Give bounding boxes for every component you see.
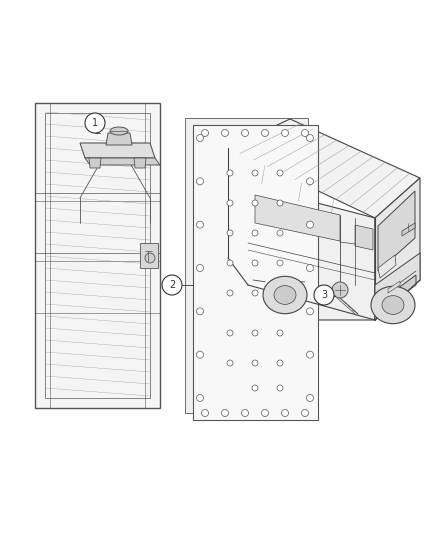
Circle shape bbox=[201, 130, 208, 136]
Circle shape bbox=[252, 230, 258, 236]
Circle shape bbox=[201, 409, 208, 416]
Polygon shape bbox=[375, 178, 420, 320]
Circle shape bbox=[222, 130, 229, 136]
Circle shape bbox=[162, 275, 182, 295]
Circle shape bbox=[252, 260, 258, 266]
Circle shape bbox=[227, 230, 233, 236]
Circle shape bbox=[252, 290, 258, 296]
Polygon shape bbox=[375, 275, 416, 315]
Circle shape bbox=[197, 394, 204, 401]
Circle shape bbox=[252, 360, 258, 366]
Circle shape bbox=[227, 170, 233, 176]
Circle shape bbox=[277, 230, 283, 236]
Circle shape bbox=[145, 253, 155, 263]
Circle shape bbox=[227, 260, 233, 266]
Polygon shape bbox=[402, 223, 415, 236]
Circle shape bbox=[301, 130, 308, 136]
Ellipse shape bbox=[371, 286, 415, 324]
Circle shape bbox=[227, 290, 233, 296]
Circle shape bbox=[252, 170, 258, 176]
Polygon shape bbox=[85, 158, 160, 165]
Polygon shape bbox=[106, 133, 132, 145]
Polygon shape bbox=[255, 195, 340, 241]
Circle shape bbox=[241, 130, 248, 136]
Circle shape bbox=[314, 285, 334, 305]
Circle shape bbox=[277, 360, 283, 366]
Polygon shape bbox=[134, 158, 146, 168]
Circle shape bbox=[227, 330, 233, 336]
Circle shape bbox=[307, 178, 314, 185]
Polygon shape bbox=[80, 143, 155, 158]
Circle shape bbox=[277, 385, 283, 391]
Circle shape bbox=[222, 409, 229, 416]
Circle shape bbox=[197, 351, 204, 358]
Ellipse shape bbox=[263, 276, 307, 314]
Circle shape bbox=[261, 409, 268, 416]
Circle shape bbox=[252, 330, 258, 336]
Circle shape bbox=[227, 360, 233, 366]
Polygon shape bbox=[248, 185, 375, 320]
Ellipse shape bbox=[110, 127, 128, 135]
Polygon shape bbox=[388, 281, 400, 293]
Polygon shape bbox=[228, 148, 248, 285]
Circle shape bbox=[277, 170, 283, 176]
Circle shape bbox=[277, 330, 283, 336]
Circle shape bbox=[197, 221, 204, 228]
Circle shape bbox=[241, 409, 248, 416]
Text: 1: 1 bbox=[92, 118, 98, 128]
Circle shape bbox=[277, 290, 283, 296]
Circle shape bbox=[277, 200, 283, 206]
Circle shape bbox=[282, 409, 289, 416]
Polygon shape bbox=[355, 225, 373, 250]
Polygon shape bbox=[375, 253, 420, 320]
Polygon shape bbox=[228, 119, 420, 218]
Text: 3: 3 bbox=[321, 290, 327, 300]
Polygon shape bbox=[35, 103, 160, 408]
Circle shape bbox=[197, 178, 204, 185]
Polygon shape bbox=[89, 158, 101, 168]
Polygon shape bbox=[185, 118, 308, 413]
Circle shape bbox=[252, 200, 258, 206]
Circle shape bbox=[332, 282, 348, 298]
Circle shape bbox=[197, 308, 204, 315]
Circle shape bbox=[277, 260, 283, 266]
Ellipse shape bbox=[274, 286, 296, 304]
Circle shape bbox=[307, 351, 314, 358]
Polygon shape bbox=[378, 191, 415, 271]
Circle shape bbox=[197, 264, 204, 271]
Circle shape bbox=[282, 130, 289, 136]
Circle shape bbox=[307, 264, 314, 271]
Polygon shape bbox=[140, 243, 158, 268]
Circle shape bbox=[197, 134, 204, 141]
Text: 2: 2 bbox=[169, 280, 175, 290]
Circle shape bbox=[307, 308, 314, 315]
Circle shape bbox=[301, 409, 308, 416]
Circle shape bbox=[252, 385, 258, 391]
Circle shape bbox=[227, 200, 233, 206]
Circle shape bbox=[307, 394, 314, 401]
Circle shape bbox=[307, 134, 314, 141]
Polygon shape bbox=[378, 255, 396, 278]
Circle shape bbox=[85, 113, 105, 133]
Circle shape bbox=[261, 130, 268, 136]
Circle shape bbox=[307, 221, 314, 228]
Ellipse shape bbox=[382, 296, 404, 314]
Polygon shape bbox=[193, 125, 318, 420]
